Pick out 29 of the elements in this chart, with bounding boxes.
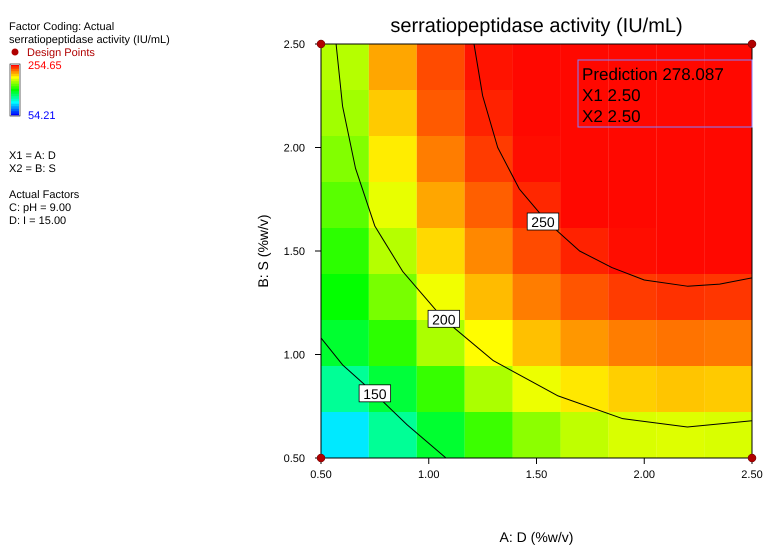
x-tick-label: 0.50 xyxy=(310,469,332,481)
annotation: Prediction 278.087 xyxy=(582,65,724,84)
text: X1 = A: D xyxy=(9,150,56,162)
y-tick-label: 2.50 xyxy=(284,39,305,51)
y-tick-label: 1.00 xyxy=(284,350,305,362)
y-tick-label: 0.50 xyxy=(284,453,305,465)
text: C: pH = 9.00 xyxy=(9,202,72,214)
y-axis-title: B: S (%w/v) xyxy=(255,214,271,288)
color-bar-label: 254.65 xyxy=(28,60,62,72)
y-tick-label: 1.50 xyxy=(284,246,305,258)
annotation: 200 xyxy=(432,311,456,328)
text: X2 = B: S xyxy=(9,163,56,175)
legend-label: Design Points xyxy=(27,47,96,59)
annotation: 150 xyxy=(363,386,387,402)
text: Actual Factors xyxy=(9,189,80,201)
x-tick-label: 2.00 xyxy=(634,469,655,481)
annotation: X2 2.50 xyxy=(582,107,641,126)
color-bar-label: 54.21 xyxy=(28,110,56,122)
text: Factor Coding: Actual xyxy=(9,21,114,33)
x-tick-label: 1.50 xyxy=(526,469,548,481)
y-tick-label: 2.00 xyxy=(284,142,305,154)
annotation: 250 xyxy=(531,214,555,230)
x-axis-title: A: D (%w/v) xyxy=(500,529,574,545)
x-tick-label: 2.50 xyxy=(741,469,763,481)
text: D: I = 15.00 xyxy=(9,215,66,227)
text: serratiopeptidase activity (IU/mL) xyxy=(9,34,170,46)
x-tick-label: 1.00 xyxy=(418,469,440,481)
chart-title: serratiopeptidase activity (IU/mL) xyxy=(390,15,683,37)
annotation: X1 2.50 xyxy=(582,86,641,105)
